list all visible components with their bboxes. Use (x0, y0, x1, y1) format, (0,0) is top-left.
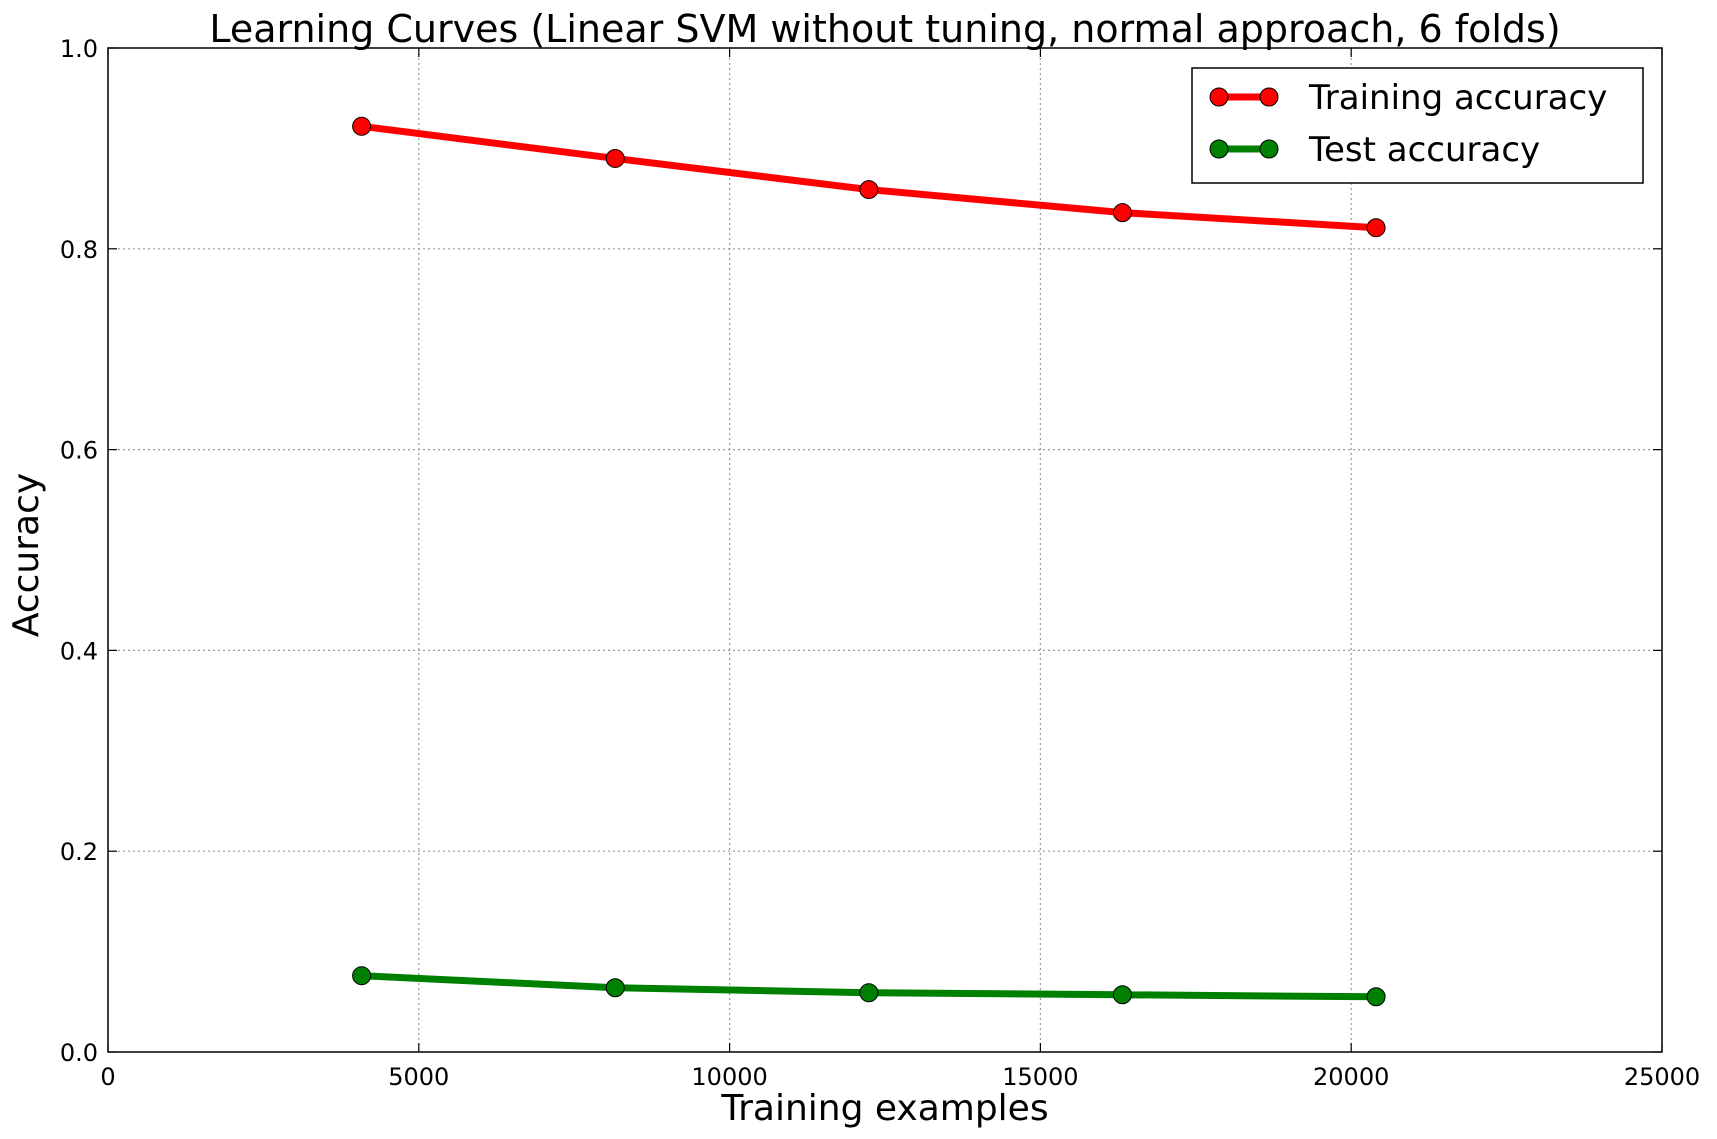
legend: Training accuracy Test accuracy (1191, 67, 1644, 184)
test-accuracy-point (859, 983, 879, 1003)
y-tick-label: 0.6 (60, 437, 98, 465)
test-accuracy-point (352, 966, 372, 986)
test-accuracy-legend-marker (1209, 139, 1229, 159)
y-tick-label: 1.0 (60, 35, 98, 63)
training-accuracy-legend-marker (1259, 87, 1279, 107)
x-tick-label: 15000 (1002, 1063, 1078, 1091)
training-accuracy-point (1112, 203, 1132, 223)
training-accuracy-legend-label: Training accuracy (1308, 78, 1607, 118)
legend-box (1191, 67, 1644, 184)
y-tick-label: 0.0 (60, 1039, 98, 1067)
y-tick-label: 0.2 (60, 838, 98, 866)
x-tick-label: 5000 (388, 1063, 449, 1091)
grid (108, 48, 1662, 1052)
axis-ticks: 0 5000 10000 15000 20000 25000 0.0 0.2 0.4 0.6 0.8… (60, 35, 1700, 1091)
training-accuracy-point (352, 116, 372, 136)
series-lines (358, 122, 1380, 1001)
test-accuracy-legend-label: Test accuracy (1308, 130, 1540, 170)
x-tick-label: 10000 (691, 1063, 767, 1091)
test-accuracy-point (605, 978, 625, 998)
training-accuracy-point (1366, 218, 1386, 238)
x-axis-label: Training examples (720, 1088, 1048, 1129)
y-axis-label: Accuracy (6, 473, 47, 637)
chart-title: Learning Curves (Linear SVM without tuni… (209, 7, 1560, 51)
plot-area-frame (107, 47, 1663, 1053)
training-accuracy-point (859, 180, 879, 200)
x-tick-label: 0 (100, 1063, 115, 1091)
x-tick-label: 25000 (1624, 1063, 1700, 1091)
test-accuracy-point (1112, 985, 1132, 1005)
training-accuracy-point (605, 148, 625, 168)
test-accuracy-point (1366, 987, 1386, 1007)
training-accuracy-legend-marker (1209, 87, 1229, 107)
test-accuracy-legend-marker (1259, 139, 1279, 159)
x-tick-label: 20000 (1313, 1063, 1389, 1091)
y-tick-label: 0.8 (60, 236, 98, 264)
series-points (352, 116, 1386, 1007)
y-tick-label: 0.4 (60, 637, 98, 665)
